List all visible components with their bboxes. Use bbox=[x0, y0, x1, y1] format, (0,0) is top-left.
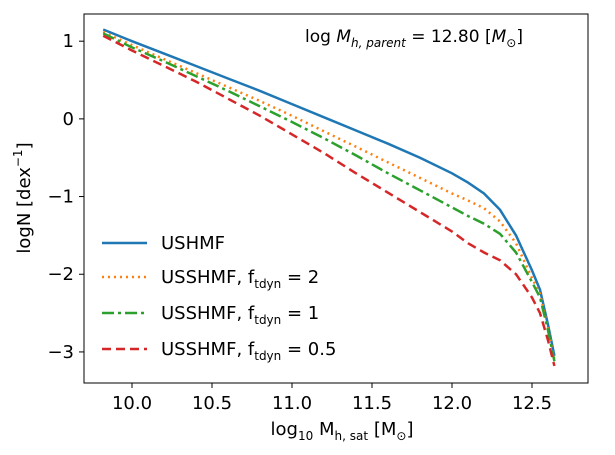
legend-label-usshmf-2: USSHMF, ftdyn = 2 bbox=[161, 267, 319, 291]
legend-entry-usshmf-1: USSHMF, ftdyn = 1 bbox=[102, 303, 319, 327]
legend-label-usshmf-1: USSHMF, ftdyn = 1 bbox=[161, 303, 319, 327]
x-tick-label: 12.0 bbox=[432, 393, 472, 414]
y-tick-label: −3 bbox=[47, 342, 74, 363]
parent-mass-annotation: log Mh, parent = 12.80 [M⊙] bbox=[305, 27, 523, 50]
x-tick-label: 11.0 bbox=[272, 393, 312, 414]
y-tick-label: 0 bbox=[63, 109, 74, 130]
legend-entry-usshmf-2: USSHMF, ftdyn = 2 bbox=[102, 267, 319, 291]
series-lines bbox=[102, 28, 556, 367]
legend: USHMF USSHMF, ftdyn = 2 USSHMF, ftdyn = … bbox=[102, 233, 336, 363]
legend-entry-usshmf-0-5: USSHMF, ftdyn = 0.5 bbox=[102, 339, 336, 363]
series-line-1 bbox=[102, 30, 556, 360]
y-tick-label: −1 bbox=[47, 187, 74, 208]
x-axis-label: log10 Mh, sat [M⊙] bbox=[271, 419, 414, 443]
series-line-3 bbox=[102, 34, 556, 367]
x-tick-label: 10.5 bbox=[192, 393, 232, 414]
x-tick-label: 10.0 bbox=[112, 393, 152, 414]
x-tick-label: 12.5 bbox=[512, 393, 552, 414]
y-axis-label: logN [dex−1] bbox=[11, 142, 35, 253]
y-tick-label: 1 bbox=[63, 31, 74, 52]
legend-label-ushmf: USHMF bbox=[161, 233, 225, 254]
series-line-0 bbox=[102, 28, 556, 357]
plot-frame bbox=[83, 13, 589, 384]
series-line-2 bbox=[102, 32, 556, 362]
axis-ticks: 10.0 10.5 11.0 11.5 12.0 12.5 1 0 −1 −2 −3 bbox=[47, 31, 552, 414]
x-tick-label: 11.5 bbox=[352, 393, 392, 414]
legend-entry-ushmf: USHMF bbox=[102, 233, 225, 254]
y-tick-label: −2 bbox=[47, 264, 74, 285]
legend-label-usshmf-0-5: USSHMF, ftdyn = 0.5 bbox=[161, 339, 336, 363]
